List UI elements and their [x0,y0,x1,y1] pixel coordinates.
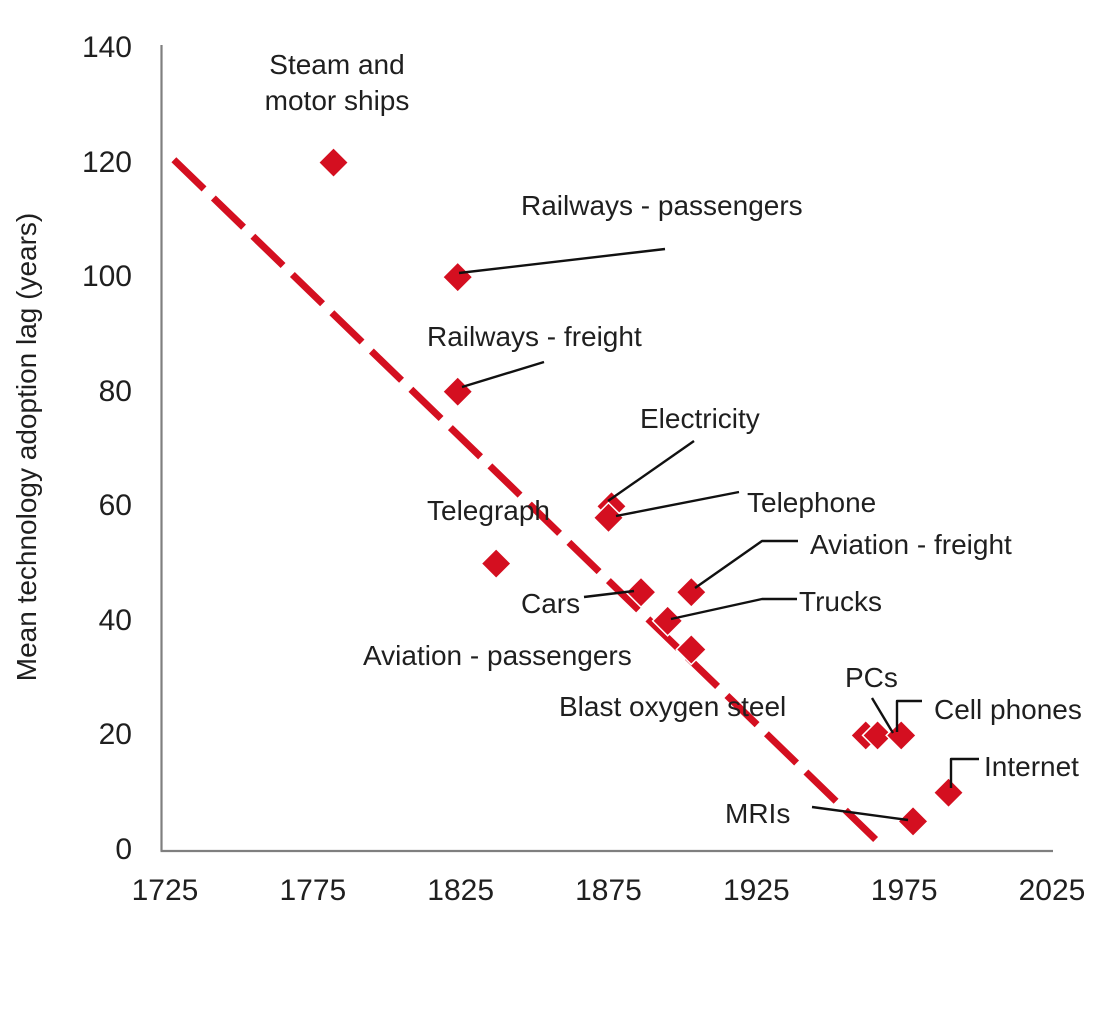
y-tick-label-20: 20 [98,718,132,752]
y-tick-label-80: 80 [98,374,132,408]
leader-line-telephone [615,490,740,518]
x-tick-label-1875: 1875 [575,874,642,907]
data-point-railways-passengers [441,261,474,294]
annotation-label-steam-and-motor-ships: Steam and motor ships [264,49,410,116]
y-tick-label-60: 60 [98,489,132,523]
x-tick-label-1775: 1775 [279,874,347,907]
data-point-aviation-passengers [675,633,708,666]
annotation-label-cell-phones: Cell phones [934,694,1082,725]
annotation-label-blast-oxygen-steel: Blast oxygen steel [559,691,787,722]
y-tick-label-120: 120 [81,145,132,179]
leader-line-cars [583,589,635,599]
annotation-label-mris: MRIs [725,798,791,829]
leader-line-internet [949,757,979,788]
data-point-steam-and-motor-ships [317,146,350,179]
leader-line-mris [811,805,909,822]
data-point-cars [624,576,658,609]
leader-line-electricity [607,440,695,502]
data-point-telephone [592,501,625,534]
annotation-label-electricity: Electricity [640,403,760,434]
annotation-label-railways-passengers: Railways - passengers [521,190,803,221]
data-point-telegraph [480,547,513,580]
x-tick-label-1825: 1825 [427,874,495,907]
data-point-internet [932,776,965,809]
annotation-label-pcs: PCs [845,662,898,693]
leader-line-pcs [870,697,895,734]
y-tick-label-100: 100 [81,260,132,294]
x-tick-label-1975: 1975 [870,874,938,907]
data-point-railways-freight [441,375,474,408]
leader-line-railways-freight [461,360,545,389]
y-tick-label-0: 0 [115,833,132,866]
x-tick-label-2025: 2025 [1018,874,1086,907]
annotation-label-aviation-freight: Aviation - freight [810,529,1012,560]
data-point-mris [896,805,930,838]
x-tick-label-1925: 1925 [722,874,790,907]
annotation-label-aviation-passengers: Aviation - passengers [363,640,632,671]
x-tick-label-1725: 1725 [131,874,199,907]
annotation-label-internet: Internet [984,751,1079,782]
leader-line-trucks [670,597,797,621]
leader-line-cell-phones [895,699,922,732]
annotation-label-telegraph: Telegraph [427,495,550,526]
annotation-label-railways-freight: Railways - freight [427,321,642,352]
annotation-label-trucks: Trucks [799,586,882,617]
leader-line-railways-passengers [458,247,666,275]
data-point-trucks [651,604,684,637]
y-tick-label-140: 140 [81,31,132,64]
annotation-label-telephone: Telephone [747,487,877,518]
data-point-pcs [861,719,894,752]
leader-line-aviation-freight [694,539,798,589]
y-tick-label-40: 40 [98,603,132,637]
annotation-label-cars: Cars [521,588,581,619]
data-point-aviation-freight [675,576,708,609]
data-point-cell-phones [885,719,918,752]
